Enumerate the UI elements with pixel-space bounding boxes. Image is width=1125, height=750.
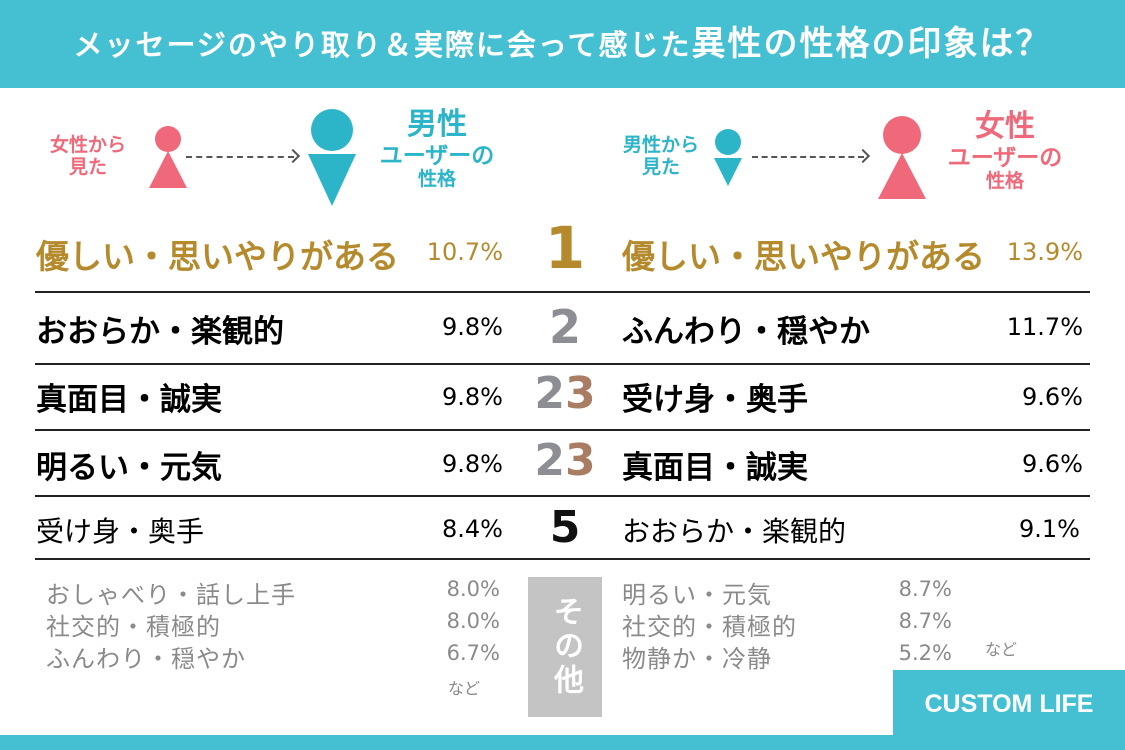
right-row-3-value: 9.6% <box>1022 383 1083 411</box>
right-others-note: など <box>985 640 1018 659</box>
rank-3a-tie-digit: 2 <box>534 368 565 419</box>
female-person-large-icon <box>878 116 926 199</box>
right-row-5-value: 9.1% <box>1019 515 1080 543</box>
row-divider <box>35 429 1090 431</box>
others-label: その他 <box>548 596 583 698</box>
left-from-line2: 見た <box>68 155 107 178</box>
left-row-1-value: 10.7% <box>426 238 503 266</box>
right-to-label: 女性 ユーザーの 性格 <box>930 109 1080 193</box>
left-other-3-value: 6.7% <box>446 641 500 665</box>
logo: CUSTOM LIFE <box>924 690 1094 718</box>
right-other-2-name: 社交的・積極的 <box>622 613 797 641</box>
right-to-line3: 性格 <box>985 169 1024 192</box>
left-others-note: など <box>448 679 481 698</box>
row-divider <box>35 363 1090 365</box>
left-to-line3: 性格 <box>417 167 456 190</box>
right-row-4-value: 9.6% <box>1022 450 1083 478</box>
male-person-icon <box>308 109 356 206</box>
right-row-4-name: 真面目・誠実 <box>622 450 808 486</box>
page-title: メッセージのやり取り＆実際に会って感じた異性の性格の印象は？ <box>0 0 1125 88</box>
right-other-3-value: 5.2% <box>898 641 952 665</box>
rank-3b-tie-digit: 2 <box>534 435 565 486</box>
left-row-3-name: 真面目・誠実 <box>36 382 222 418</box>
others-label-box <box>528 577 602 717</box>
row-divider <box>35 558 1090 560</box>
left-row-5-name: 受け身・奥手 <box>36 515 205 548</box>
title-part1: メッセージのやり取り＆実際に会って感じた <box>73 28 692 62</box>
row-divider <box>35 495 1090 497</box>
left-to-line1: 男性 <box>407 107 467 142</box>
right-to-line2: ユーザーの <box>947 144 1063 171</box>
left-row-4-value: 9.8% <box>442 450 503 478</box>
row-divider <box>35 291 1090 293</box>
left-other-2-value: 8.0% <box>446 609 500 633</box>
left-row-4-name: 明るい・元気 <box>36 450 222 486</box>
left-other-1-value: 8.0% <box>446 577 500 601</box>
right-other-1-value: 8.7% <box>898 577 952 601</box>
left-row-1-name: 優しい・思いやりがある <box>36 237 399 276</box>
right-other-1-name: 明るい・元気 <box>622 581 772 609</box>
right-row-3-name: 受け身・奥手 <box>622 382 808 418</box>
left-arrow-icon <box>186 156 294 158</box>
left-other-1-name: おしゃべり・話し上手 <box>46 581 296 609</box>
right-row-5-name: おおらか・楽観的 <box>622 515 847 548</box>
right-from-label: 男性から 見た <box>618 134 704 179</box>
left-row-3-value: 9.8% <box>442 383 503 411</box>
right-arrow-head-icon <box>855 148 871 164</box>
left-other-3-name: ふんわり・穏やか <box>46 645 246 673</box>
left-row-5-value: 8.4% <box>442 515 503 543</box>
right-row-1-name: 優しい・思いやりがある <box>622 237 985 276</box>
rank-2-number: 2 <box>548 300 581 354</box>
rank-3b-digit: 3 <box>565 435 596 486</box>
right-arrow-icon <box>752 156 864 158</box>
left-other-2-name: 社交的・積極的 <box>46 613 221 641</box>
rank-3a-number: 23 <box>528 368 602 419</box>
left-from-line1: 女性から <box>49 134 126 156</box>
rank-1-number: 1 <box>544 214 586 282</box>
right-row-2-value: 11.7% <box>1006 313 1083 341</box>
left-to-line2: ユーザーの <box>379 142 495 169</box>
right-other-3-name: 物静か・冷静 <box>622 645 772 673</box>
male-person-small-icon <box>714 129 742 186</box>
logo-box <box>893 670 1125 738</box>
right-to-line1: 女性 <box>975 109 1035 144</box>
rank-3a-digit: 3 <box>565 368 596 419</box>
right-row-1-value: 13.9% <box>1006 238 1083 266</box>
right-other-2-value: 8.7% <box>898 609 952 633</box>
right-from-line1: 男性から <box>622 134 699 156</box>
footer-bar <box>0 735 1125 750</box>
rank-3b-number: 23 <box>528 435 602 486</box>
female-person-icon <box>149 126 187 188</box>
header-bar <box>0 0 1125 88</box>
left-to-label: 男性 ユーザーの 性格 <box>362 107 512 191</box>
right-row-2-name: ふんわり・穏やか <box>622 314 870 350</box>
rank-5-number: 5 <box>549 502 581 553</box>
title-part2: 異性の性格の印象は？ <box>691 24 1052 64</box>
right-from-line2: 見た <box>641 155 680 178</box>
left-from-label: 女性から 見た <box>48 134 128 179</box>
left-row-2-name: おおらか・楽観的 <box>36 314 284 350</box>
left-arrow-head-icon <box>285 148 301 164</box>
left-row-2-value: 9.8% <box>442 313 503 341</box>
